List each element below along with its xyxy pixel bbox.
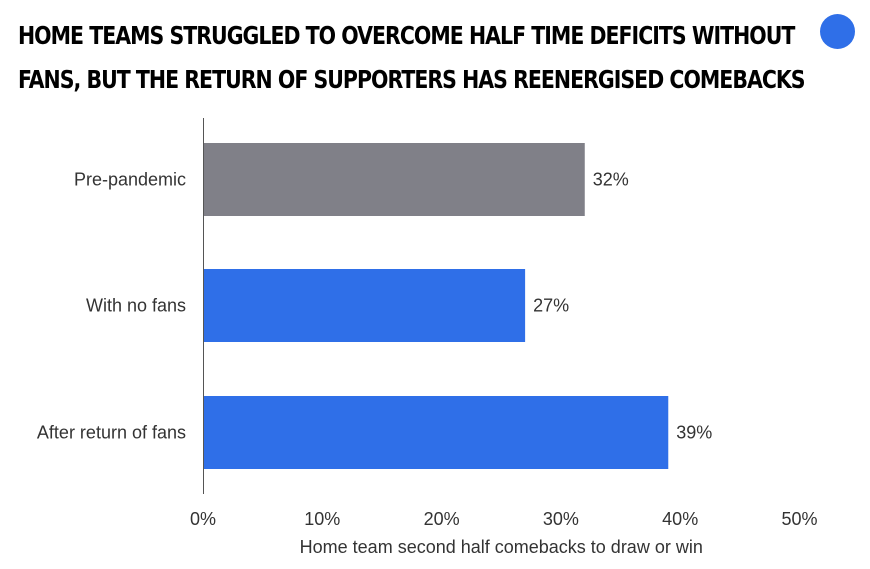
category-label-2: After return of fans: [37, 423, 186, 443]
x-tick-label-0: 0%: [190, 509, 216, 529]
x-tick-label-5: 50%: [781, 509, 817, 529]
value-label-1: 27%: [533, 296, 569, 316]
x-tick-label-2: 20%: [424, 509, 460, 529]
category-label-0: Pre-pandemic: [74, 170, 186, 190]
x-tick-label-4: 40%: [662, 509, 698, 529]
category-label-1: With no fans: [86, 296, 186, 316]
brand-dot: [820, 14, 855, 49]
bar-0: [203, 143, 585, 216]
value-label-0: 32%: [593, 170, 629, 190]
value-label-2: 39%: [676, 423, 712, 443]
bar-1: [203, 269, 526, 342]
x-axis-title: Home team second half comebacks to draw …: [300, 537, 703, 557]
x-tick-label-1: 10%: [304, 509, 340, 529]
x-tick-label-3: 30%: [543, 509, 579, 529]
bar-2: [203, 396, 669, 469]
